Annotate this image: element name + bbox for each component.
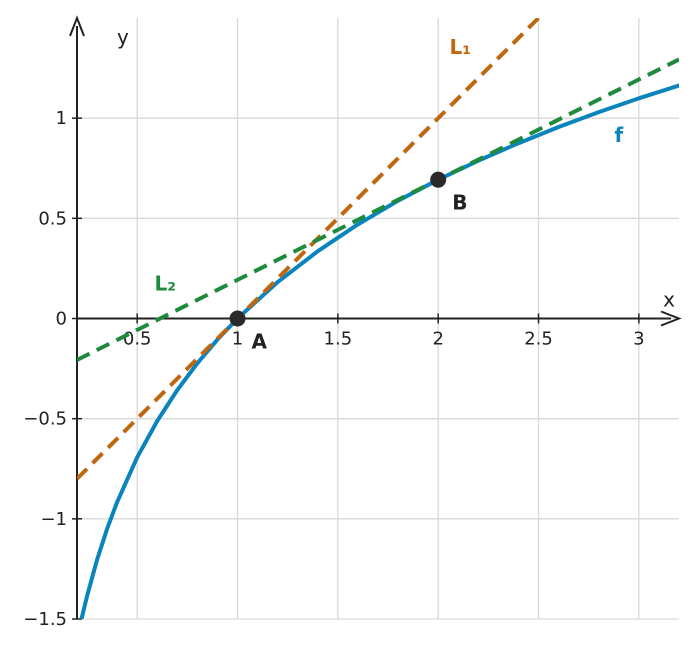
axes: [69, 15, 682, 619]
labels-group: f L₁ L₂ A B: [155, 35, 624, 353]
ticks: y x 0.5 1 1.5 2 2.5 3 −1.5 −1 −0.5 0 0.5 1: [23, 25, 675, 630]
y-tick-label: −0.5: [23, 409, 67, 430]
x-tick-label: 1.5: [324, 329, 353, 350]
series-line-2: [77, 57, 679, 362]
series-line-1: [77, 18, 540, 481]
points-group: [229, 171, 447, 327]
series-line-0: [79, 83, 679, 619]
y-tick-label: −1: [40, 509, 67, 530]
point-label-a: A: [252, 330, 268, 354]
x-tick-label: 0.5: [123, 329, 152, 350]
y-tick-label: 1: [56, 108, 67, 129]
x-axis-title: x: [663, 288, 675, 312]
x-tick-label: 2.5: [524, 329, 553, 350]
y-tick-label: −1.5: [23, 609, 67, 630]
series-group: [77, 18, 679, 619]
x-axis-arrow: [660, 310, 682, 327]
point-marker-a: [229, 310, 246, 327]
series-label-1: L₁: [450, 35, 472, 59]
series-label-0: f: [614, 123, 623, 147]
x-tick-label: 1: [232, 329, 243, 350]
point-label-b: B: [452, 191, 467, 215]
y-tick-label: 0: [56, 309, 67, 330]
x-tick-label: 2: [432, 329, 443, 350]
point-marker-b: [430, 171, 447, 188]
series-label-2: L₂: [155, 271, 177, 295]
y-axis-arrow: [69, 15, 85, 37]
y-tick-label: 0.5: [38, 208, 67, 229]
x-tick-label: 3: [633, 329, 644, 350]
y-axis-title: y: [117, 25, 129, 49]
